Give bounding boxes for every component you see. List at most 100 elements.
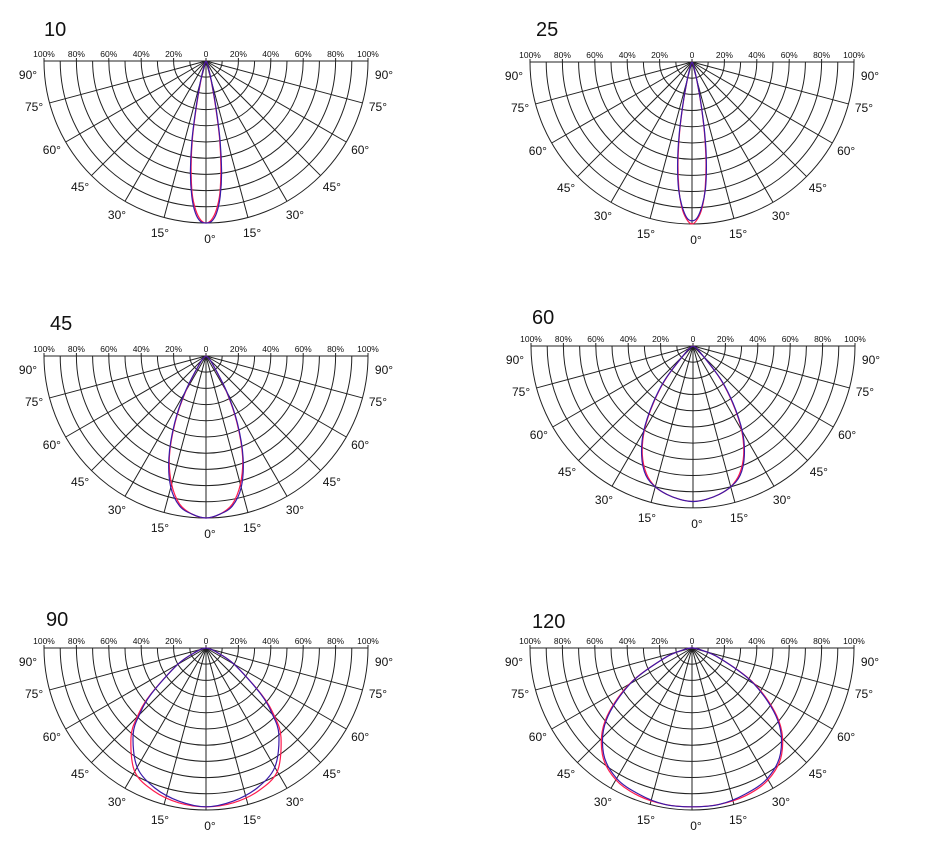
radial-tick-label: 20% xyxy=(651,50,668,60)
radial-tick-label: 80% xyxy=(813,636,830,646)
grid-spoke xyxy=(691,647,833,730)
angle-label: 15° xyxy=(243,521,261,535)
grid-spoke xyxy=(124,355,207,497)
radial-tick-label: 40% xyxy=(619,50,636,60)
angle-label: 30° xyxy=(772,795,790,809)
radial-tick-label: 60% xyxy=(100,636,117,646)
series-curve-1 xyxy=(189,60,223,224)
grid-spoke xyxy=(610,61,693,203)
grid-spoke xyxy=(124,60,207,202)
grid-spoke xyxy=(691,647,774,789)
radial-tick-label: 20% xyxy=(165,49,182,59)
angle-label: 45° xyxy=(323,475,341,489)
grid-spoke xyxy=(691,61,833,144)
angle-label: 45° xyxy=(557,181,575,195)
radial-tick-label: 0 xyxy=(204,344,209,354)
radial-tick-label: 80% xyxy=(68,49,85,59)
grid-spoke xyxy=(551,647,693,730)
grid-spoke xyxy=(577,61,693,177)
series-curve-1 xyxy=(168,355,244,519)
radial-tick-label: 80% xyxy=(327,344,344,354)
angle-label: 45° xyxy=(558,465,576,479)
angle-label: 15° xyxy=(638,511,656,525)
radial-tick-label: 40% xyxy=(748,50,765,60)
radial-tick-label: 0 xyxy=(204,636,209,646)
radial-tick-label: 60% xyxy=(295,344,312,354)
grid-spoke xyxy=(91,60,207,176)
polar-chart-45: 45 100% 80% 60% 40% 20% 0 20% 40% 60% 80% 100% 90° 90… xyxy=(19,313,393,541)
radial-tick-label: 80% xyxy=(68,344,85,354)
grid-spoke xyxy=(692,345,736,503)
angle-label: 90° xyxy=(861,69,879,83)
radial-tick-label: 80% xyxy=(814,334,831,344)
radial-tick-label: 60% xyxy=(100,49,117,59)
radial-tick-label: 100% xyxy=(519,636,541,646)
series-curve-1 xyxy=(132,647,280,808)
angle-label: 45° xyxy=(323,180,341,194)
chart-title: 25 xyxy=(536,19,558,41)
polar-chart-25: 25 100% 80% 60% 40% 20% 0 20% 40% 60% 80% 100% 90° 90… xyxy=(505,19,879,247)
angle-label: 90° xyxy=(19,655,37,669)
angle-label: 75° xyxy=(856,385,874,399)
angle-label: 45° xyxy=(557,767,575,781)
angle-label: 90° xyxy=(19,363,37,377)
grid-spoke xyxy=(205,355,347,438)
angle-label: 0° xyxy=(204,527,216,541)
angle-label: 90° xyxy=(862,353,880,367)
grid-spoke xyxy=(552,345,694,428)
radial-tick-label: 20% xyxy=(716,50,733,60)
chart-title: 10 xyxy=(44,19,66,41)
radial-tick-label: 60% xyxy=(586,50,603,60)
angle-label: 60° xyxy=(43,143,61,157)
grid-spoke xyxy=(535,647,693,691)
grid-spoke xyxy=(692,345,850,389)
radial-tick-label: 40% xyxy=(262,344,279,354)
angle-label: 45° xyxy=(810,465,828,479)
radial-tick-label: 40% xyxy=(133,49,150,59)
radial-tick-label: 20% xyxy=(165,344,182,354)
angle-label: 75° xyxy=(369,100,387,114)
angle-label: 30° xyxy=(594,209,612,223)
angle-label: 15° xyxy=(637,813,655,827)
angle-label: 75° xyxy=(25,687,43,701)
grid-spoke xyxy=(536,345,694,389)
grid-spoke xyxy=(610,647,693,789)
polar-chart-60: 60 100% 80% 60% 40% 20% 0 20% 40% 60% 80% 100% 90° 90… xyxy=(506,307,880,531)
angle-label: 90° xyxy=(375,655,393,669)
radial-tick-label: 40% xyxy=(262,49,279,59)
angle-label: 45° xyxy=(323,767,341,781)
grid-spoke xyxy=(205,355,321,471)
angle-label: 60° xyxy=(351,730,369,744)
chart-title: 45 xyxy=(50,313,72,335)
radial-tick-label: 20% xyxy=(230,344,247,354)
angle-label: 90° xyxy=(375,363,393,377)
angle-label: 30° xyxy=(108,208,126,222)
angle-label: 45° xyxy=(71,180,89,194)
grid-spoke xyxy=(578,345,694,461)
series-curve-1 xyxy=(640,345,746,503)
angle-label: 15° xyxy=(729,813,747,827)
grid-spoke xyxy=(163,647,207,805)
angle-label: 15° xyxy=(151,813,169,827)
angle-label: 75° xyxy=(25,395,43,409)
radial-tick-label: 20% xyxy=(165,636,182,646)
radial-tick-label: 20% xyxy=(717,334,734,344)
radial-tick-label: 40% xyxy=(620,334,637,344)
chart-title: 90 xyxy=(46,609,68,631)
angle-label: 30° xyxy=(286,503,304,517)
radial-tick-label: 40% xyxy=(133,344,150,354)
radial-tick-label: 80% xyxy=(555,334,572,344)
radial-tick-label: 20% xyxy=(230,636,247,646)
polar-chart-10: 10 100% 80% 60% 40% 20% 0 20% 40% 60% 80% 100% 90° 90… xyxy=(19,19,393,246)
radial-tick-label: 60% xyxy=(295,49,312,59)
grid-spoke xyxy=(691,61,774,203)
angle-label: 75° xyxy=(511,101,529,115)
angle-label: 60° xyxy=(351,438,369,452)
radial-tick-label: 60% xyxy=(587,334,604,344)
angle-label: 90° xyxy=(375,68,393,82)
grid-spoke xyxy=(205,647,363,691)
polar-chart-90: 90 100% 80% 60% 40% 20% 0 20% 40% 60% 80% 100% 90° 90… xyxy=(19,609,393,833)
grid-spoke xyxy=(691,61,807,177)
radial-tick-label: 0 xyxy=(690,50,695,60)
